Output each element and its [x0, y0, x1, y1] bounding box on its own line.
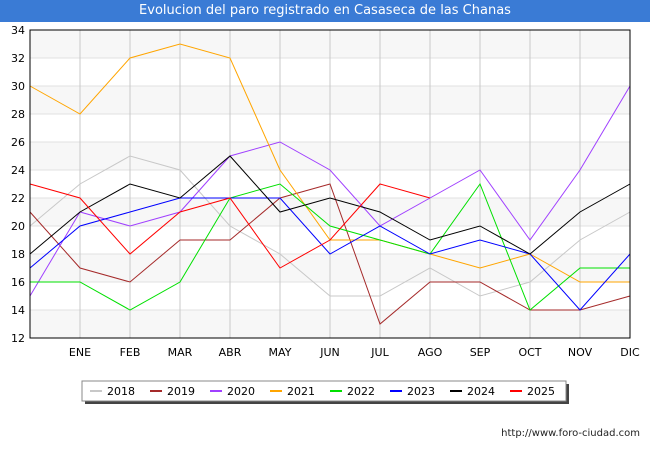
chart-title: Evolucion del paro registrado en Casasec… [0, 0, 650, 22]
y-tick-label: 32 [11, 52, 25, 65]
y-tick-label: 26 [11, 136, 25, 149]
series-line-2025 [29, 183, 431, 269]
series-line-2024 [29, 155, 631, 255]
series-line-2018 [29, 155, 631, 297]
y-tick-label: 34 [11, 24, 25, 37]
x-tick-label: MAR [168, 346, 193, 359]
legend-label-2018: 2018 [107, 385, 135, 398]
legend-label-2020: 2020 [227, 385, 255, 398]
x-tick-label: MAY [269, 346, 292, 359]
legend-label-2022: 2022 [347, 385, 375, 398]
y-tick-label: 22 [11, 192, 25, 205]
legend-label-2021: 2021 [287, 385, 315, 398]
y-tick-label: 14 [11, 304, 25, 317]
y-tick-label: 18 [11, 248, 25, 261]
legend-label-2019: 2019 [167, 385, 195, 398]
legend-box [81, 380, 567, 402]
x-tick-label: SEP [470, 346, 491, 359]
y-tick-label: 28 [11, 108, 25, 121]
source-link[interactable]: http://www.foro-ciudad.com [501, 428, 640, 439]
y-tick-label: 20 [11, 220, 25, 233]
x-tick-label: NOV [568, 346, 593, 359]
y-tick-label: 30 [11, 80, 25, 93]
y-tick-label: 12 [11, 332, 25, 345]
series-line-2022 [30, 182, 630, 311]
x-tick-label: DIC [620, 346, 640, 359]
legend-label-2025: 2025 [527, 385, 555, 398]
y-tick-label: 24 [11, 164, 25, 177]
legend-label-2023: 2023 [407, 385, 435, 398]
series-line-2020 [29, 85, 631, 297]
legend-label-2024: 2024 [467, 385, 495, 398]
x-tick-label: JUL [370, 346, 389, 359]
x-tick-label: OCT [518, 346, 541, 359]
y-tick-label: 16 [11, 276, 25, 289]
x-tick-label: JUN [319, 346, 340, 359]
x-tick-label: ABR [219, 346, 242, 359]
x-tick-label: FEB [120, 346, 141, 359]
x-tick-label: ENE [69, 346, 91, 359]
x-tick-label: AGO [418, 346, 443, 359]
plot-border [29, 29, 631, 339]
